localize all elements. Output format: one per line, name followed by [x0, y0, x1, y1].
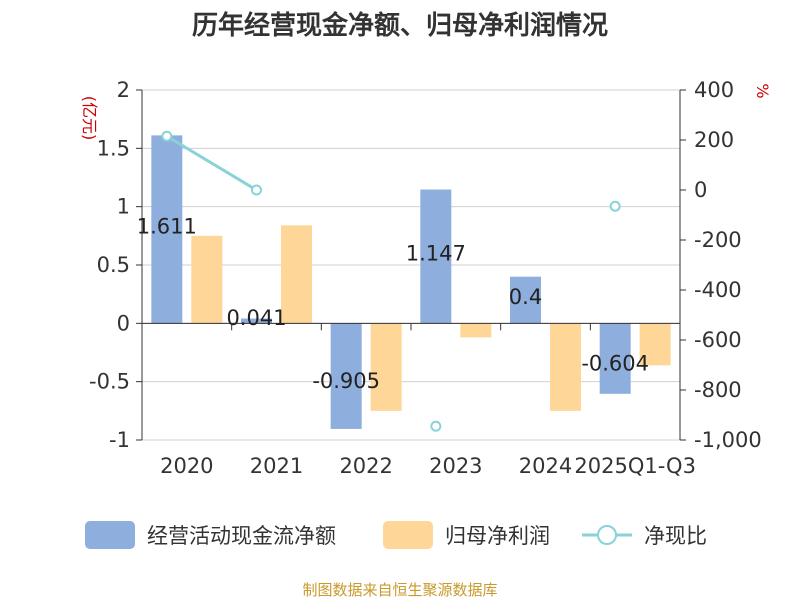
- line-point: [251, 184, 262, 196]
- x-tick-label: 2021: [250, 454, 303, 478]
- legend-swatch-cashflow: [85, 521, 135, 549]
- right-tick-label: -200: [694, 228, 742, 252]
- left-tick-label: -0.5: [89, 370, 130, 394]
- data-label: -0.604: [581, 352, 649, 376]
- line-segment: [166, 134, 258, 192]
- bar: [550, 323, 581, 411]
- right-tick-label: -600: [694, 328, 742, 352]
- right-tick-label: 200: [694, 128, 734, 152]
- legend: 经营活动现金流净额 归母净利润 净现比: [85, 521, 707, 549]
- bar: [241, 318, 272, 324]
- left-tick-label: 1.5: [97, 136, 130, 160]
- axes: 2 1.5 1 0.5 0 -0.5 -1 400 200 0 -200 -400 -600 -800 -1…: [80, 78, 772, 478]
- legend-label-cashflow: 经营活动现金流净额: [147, 524, 336, 548]
- data-label: 1.611: [137, 214, 197, 238]
- bar: [420, 189, 452, 324]
- line-point: [609, 200, 621, 212]
- bar: [639, 323, 671, 366]
- right-tick-label: 0: [694, 178, 707, 202]
- right-tick-label: -800: [694, 378, 742, 402]
- bar: [330, 323, 362, 429]
- left-tick-label: 1: [117, 195, 130, 219]
- data-label: 0.041: [226, 306, 286, 330]
- bar: [510, 276, 541, 324]
- left-tick-label: 0: [117, 311, 130, 335]
- data-label: -0.905: [312, 369, 380, 393]
- left-axis-unit: (亿元): [80, 96, 99, 141]
- bar: [151, 135, 183, 324]
- line-point: [161, 130, 173, 142]
- bar: [599, 323, 631, 394]
- x-tick-label: 2024: [519, 454, 572, 478]
- data-label: 1.147: [406, 241, 466, 265]
- legend-label-profit: 归母净利润: [445, 524, 550, 548]
- legend-swatch-profit: [383, 521, 433, 549]
- data-labels: 1.611 0.041 -0.905 1.147 0.4 -0.604: [137, 214, 649, 393]
- chart-title: 历年经营现金净额、归母净利润情况: [192, 10, 608, 41]
- left-tick-label: 0.5: [97, 253, 130, 277]
- data-label: 0.4: [509, 285, 542, 309]
- left-tick-label: -1: [109, 428, 130, 452]
- right-tick-label: 400: [694, 78, 734, 102]
- line-point: [430, 420, 442, 432]
- left-tick-label: 2: [117, 78, 130, 102]
- right-tick-label: -400: [694, 278, 742, 302]
- legend-label-ratio: 净现比: [644, 524, 707, 548]
- x-tick-label: 2020: [160, 454, 213, 478]
- bar: [191, 235, 223, 324]
- x-tick-label: 2022: [339, 454, 392, 478]
- legend-swatch-ratio-marker: [597, 525, 617, 545]
- right-tick-label: -1,000: [694, 428, 762, 452]
- bar: [460, 323, 492, 338]
- x-tick-label: 2025Q1-Q3: [574, 454, 696, 478]
- bars: [151, 135, 671, 429]
- bar: [370, 323, 402, 411]
- bar: [281, 225, 312, 324]
- x-tick-label: 2023: [429, 454, 482, 478]
- source-note: 制图数据来自恒生聚源数据库: [302, 581, 497, 599]
- right-axis-unit: %: [753, 83, 772, 98]
- ratio-line: [161, 130, 621, 432]
